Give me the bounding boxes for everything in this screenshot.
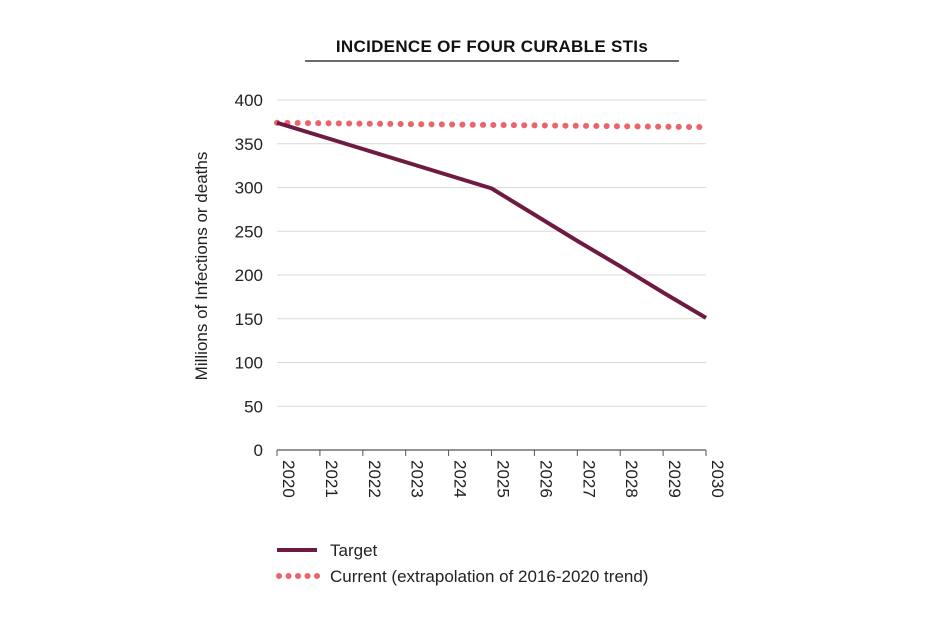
y-tick-label: 150 — [235, 310, 263, 329]
y-tick-label: 200 — [235, 266, 263, 285]
x-tick-label: 2022 — [365, 460, 384, 498]
x-tick-label: 2028 — [622, 460, 641, 498]
y-axis-ticks: 0 50 100 150 200 250 300 350 400 — [235, 91, 263, 460]
x-tick-label: 2027 — [579, 460, 598, 498]
legend-entry: Current (extrapolation of 2016-2020 tren… — [276, 567, 648, 586]
legend-entry: Target — [277, 541, 378, 560]
y-tick-label: 250 — [235, 222, 263, 241]
y-tick-label: 400 — [235, 91, 263, 110]
legend: Target Current (extrapolation of 2016-202… — [276, 541, 648, 586]
y-tick-label: 300 — [235, 179, 263, 198]
y-axis-label: Millions of Infections or deaths — [192, 152, 211, 381]
legend-label: Target — [330, 541, 378, 560]
x-tick-label: 2020 — [279, 460, 298, 498]
y-tick-label: 100 — [235, 354, 263, 373]
x-tick-label: 2029 — [665, 460, 684, 498]
gridlines — [277, 99, 706, 451]
series-line-target — [276, 120, 708, 320]
x-tick-label: 2023 — [408, 460, 427, 498]
chart-title: INCIDENCE OF FOUR CURABLE STIs — [336, 37, 648, 56]
x-tick-label: 2026 — [536, 460, 555, 498]
y-tick-label: 50 — [244, 397, 263, 416]
x-tick-label: 2030 — [708, 460, 727, 498]
x-tick-label: 2024 — [451, 460, 470, 498]
x-tick-label: 2021 — [322, 460, 341, 498]
x-tick-label: 2025 — [494, 460, 513, 498]
series-lines — [274, 119, 709, 320]
legend-label: Current (extrapolation of 2016-2020 tren… — [330, 567, 648, 586]
y-tick-label: 350 — [235, 135, 263, 154]
y-tick-label: 0 — [254, 441, 263, 460]
x-axis-ticks: 2020 2021 2022 2023 2024 2025 2026 2027 2028 2029… — [276, 450, 727, 498]
